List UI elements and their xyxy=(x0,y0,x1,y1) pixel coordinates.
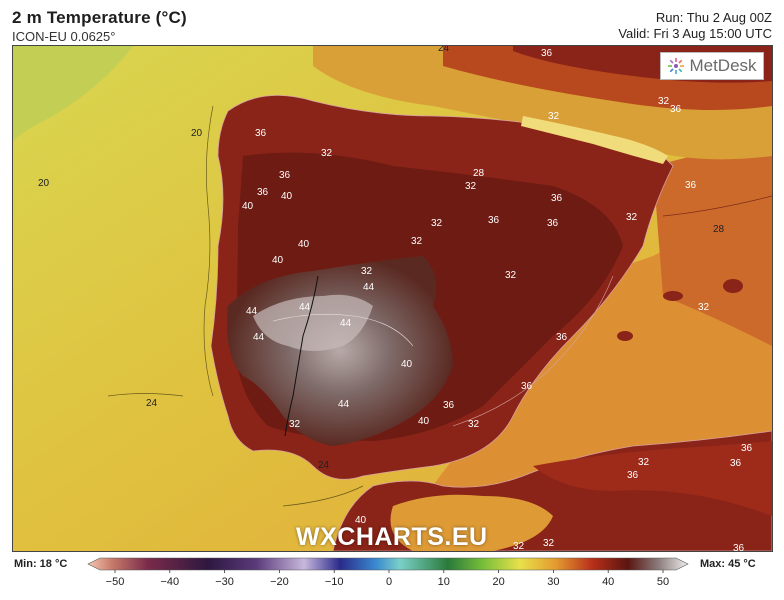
label-28-c: 28 xyxy=(473,168,485,179)
extreme-heat-peak xyxy=(253,294,373,351)
legend-tick-label: 10 xyxy=(438,576,450,588)
label-40-a: 40 xyxy=(281,191,293,202)
contour-28-e xyxy=(662,195,772,217)
legend-max: Max: 45 °C xyxy=(700,558,756,570)
label-36-q: 36 xyxy=(741,443,753,454)
temperature-map[interactable]: 20 20 24 24 24 28 28 32 32 32 32 32 32 3… xyxy=(12,45,773,552)
algeria-hot xyxy=(533,441,772,516)
label-36-p: 36 xyxy=(733,543,745,551)
legend-tick-label: −30 xyxy=(215,576,234,588)
label-44-e: 44 xyxy=(253,332,265,343)
label-32-j: 32 xyxy=(698,302,710,313)
watermark: WXCHARTS.EU xyxy=(296,523,488,551)
label-44-a: 44 xyxy=(363,282,375,293)
label-32-b: 32 xyxy=(465,181,477,192)
label-36-m: 36 xyxy=(443,400,455,411)
legend-tick-label: 20 xyxy=(492,576,504,588)
label-40-e: 40 xyxy=(401,359,413,370)
label-36-f: 36 xyxy=(547,218,559,229)
label-20-w: 20 xyxy=(38,178,50,189)
model-name: ICON-EU 0.0625° xyxy=(12,29,116,44)
legend-tick-label: −40 xyxy=(160,576,179,588)
morocco-cooler xyxy=(390,494,553,551)
label-36-h: 36 xyxy=(541,48,553,59)
run-time: Run: Thu 2 Aug 00Z xyxy=(655,10,772,25)
metdesk-logo-icon xyxy=(668,58,685,74)
label-40-c: 40 xyxy=(298,239,310,250)
chart-header: 2 m Temperature (°C) ICON-EU 0.0625° xyxy=(12,8,187,44)
label-36-o: 36 xyxy=(730,458,742,469)
label-44-f: 44 xyxy=(338,399,350,410)
chart-title: 2 m Temperature (°C) xyxy=(12,8,187,27)
contour-24-w xyxy=(107,393,184,397)
label-32-h: 32 xyxy=(548,111,560,122)
label-36-n: 36 xyxy=(627,470,639,481)
label-32-a: 32 xyxy=(321,148,333,159)
label-40-d: 40 xyxy=(272,255,284,266)
legend-tick-label: 0 xyxy=(386,576,392,588)
label-36-g: 36 xyxy=(685,180,697,191)
label-32-f: 32 xyxy=(505,270,517,281)
label-32-l: 32 xyxy=(289,419,301,430)
legend-tick-label: −50 xyxy=(106,576,125,588)
legend-tick-label: −20 xyxy=(270,576,289,588)
legend-bar: −50 −40 −30 −20 −10 0 10 20 30 40 50 xyxy=(87,557,689,588)
label-44-d: 44 xyxy=(340,318,352,329)
label-24-s: 24 xyxy=(318,460,330,471)
border-es-pt xyxy=(284,275,319,437)
label-32-n: 32 xyxy=(513,541,525,551)
label-32-c: 32 xyxy=(431,218,443,229)
label-20-n: 20 xyxy=(191,128,203,139)
valid-time: Valid: Fri 3 Aug 15:00 UTC xyxy=(618,26,772,41)
contour-24-s xyxy=(282,485,364,507)
contour-coast-w xyxy=(203,105,214,397)
label-24-w: 24 xyxy=(146,398,158,409)
legend-tick-label: 50 xyxy=(657,576,669,588)
legend-tick-label: 30 xyxy=(547,576,559,588)
contour-44 xyxy=(272,314,414,347)
label-40-g: 40 xyxy=(355,515,367,526)
label-32-k: 32 xyxy=(468,419,480,430)
label-36-k: 36 xyxy=(556,332,568,343)
label-40-f: 40 xyxy=(418,416,430,427)
run-info: Run: Thu 2 Aug 00Z Valid: Fri 3 Aug 15:0… xyxy=(618,10,772,42)
pyrenees-strip xyxy=(521,116,668,164)
sardinia-tip xyxy=(723,279,743,293)
warm-sea-east xyxy=(653,136,772,346)
label-40-b: 40 xyxy=(242,201,254,212)
label-44-b: 44 xyxy=(299,302,311,313)
label-32-g: 32 xyxy=(626,212,638,223)
legend-tick-label: −10 xyxy=(325,576,344,588)
label-36-c: 36 xyxy=(257,187,269,198)
label-36-e: 36 xyxy=(551,193,563,204)
label-32-i: 32 xyxy=(658,96,670,107)
label-24-top: 24 xyxy=(438,46,450,54)
metdesk-logo: MetDesk xyxy=(660,52,764,80)
label-36-j: 36 xyxy=(670,104,682,115)
label-44-c: 44 xyxy=(246,306,258,317)
label-36-a: 36 xyxy=(255,128,267,139)
label-32-o: 32 xyxy=(543,538,555,549)
label-32-d: 32 xyxy=(411,236,423,247)
map-canvas: 20 20 24 24 24 28 28 32 32 32 32 32 32 3… xyxy=(13,46,772,551)
legend-tick-label: 40 xyxy=(602,576,614,588)
color-legend: Min: 18 °C Max: 45 °C xyxy=(0,552,784,600)
label-36-d: 36 xyxy=(488,215,500,226)
cool-sea-zone xyxy=(13,46,133,141)
label-36-b: 36 xyxy=(279,170,291,181)
legend-min: Min: 18 °C xyxy=(14,558,68,570)
metdesk-logo-text: MetDesk xyxy=(689,56,757,75)
label-32-m: 32 xyxy=(638,457,650,468)
contour-36-e xyxy=(452,275,614,427)
menorca xyxy=(663,291,683,301)
mallorca xyxy=(617,331,633,341)
label-32-e: 32 xyxy=(361,266,373,277)
label-28-e: 28 xyxy=(713,224,725,235)
label-36-l: 36 xyxy=(521,381,533,392)
